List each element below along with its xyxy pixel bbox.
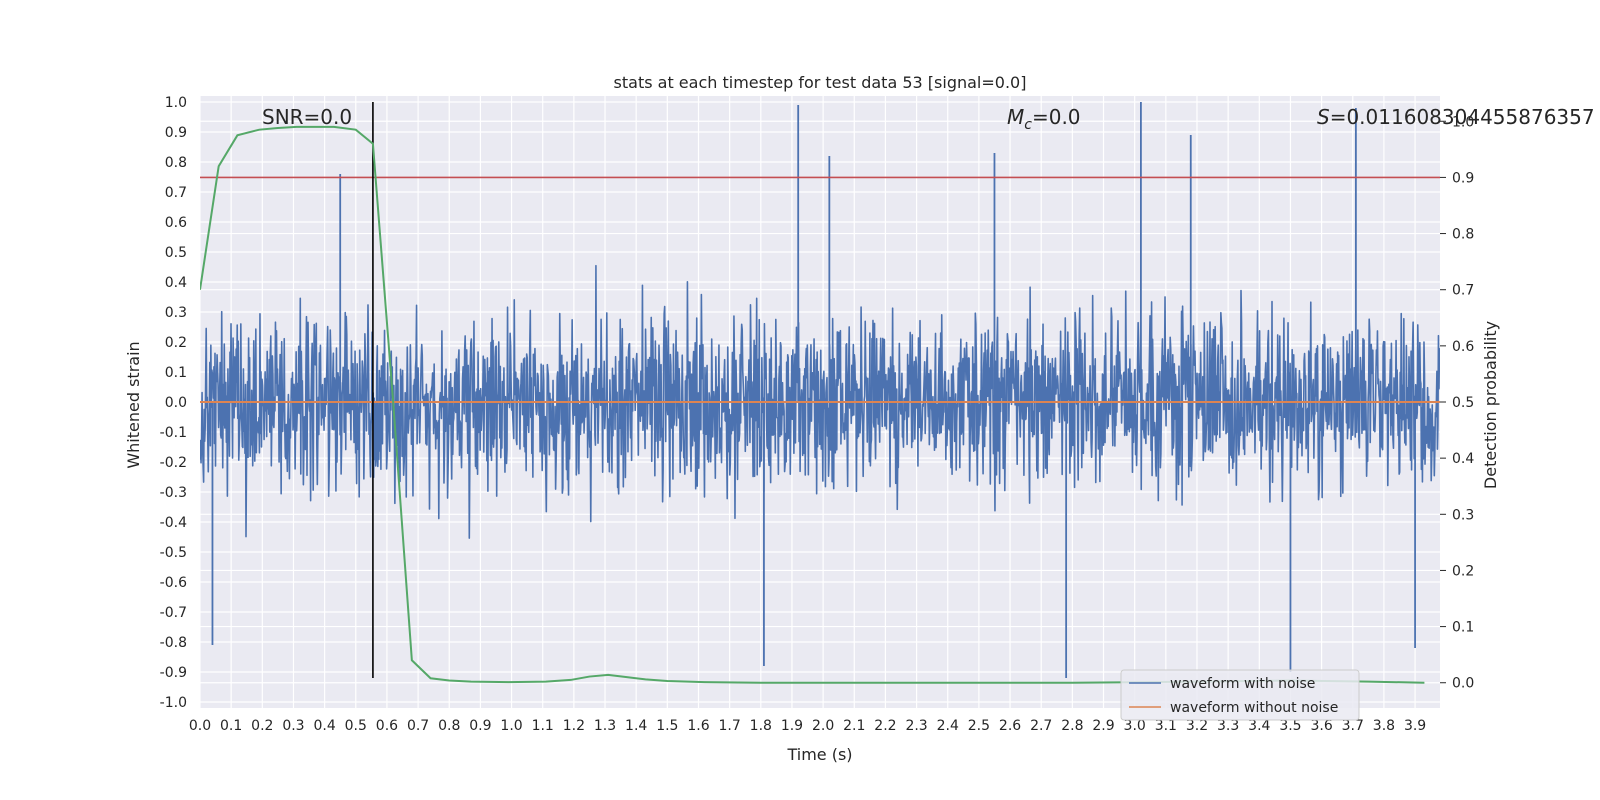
- y2-tick-label: 1.0: [1452, 114, 1474, 130]
- x-tick-label: 2.4: [937, 718, 959, 734]
- x-tick-label: 0.4: [313, 718, 335, 734]
- y-tick-label: -0.1: [160, 425, 187, 441]
- legend-label-with-noise: waveform with noise: [1170, 676, 1315, 692]
- x-tick-label: 0.9: [469, 718, 491, 734]
- y2-tick-label: 0.1: [1452, 620, 1474, 636]
- x-tick-label: 0.1: [220, 718, 242, 734]
- y2-tick-labels: 0.0 0.1 0.2 0.3 0.4 0.5 0.6 0.7 0.8 0.9 1.0: [1440, 114, 1474, 692]
- y2-tick-label: 0.8: [1452, 227, 1474, 243]
- x-tick-label: 2.6: [999, 718, 1021, 734]
- y2-tick-label: 0.7: [1452, 283, 1474, 299]
- x-tick-label: 1.8: [750, 718, 772, 734]
- x-tick-label: 2.3: [905, 718, 927, 734]
- x-tick-label: 1.7: [719, 718, 741, 734]
- legend-label-without-noise: waveform without noise: [1170, 700, 1338, 716]
- x-tick-label: 0.7: [407, 718, 429, 734]
- x-tick-label: 2.9: [1092, 718, 1114, 734]
- x-tick-label: 0.0: [189, 718, 211, 734]
- y-tick-label: 0.4: [165, 275, 187, 291]
- x-tick-label: 3.7: [1342, 718, 1364, 734]
- y2-tick-label: 0.6: [1452, 339, 1474, 355]
- x-tick-label: 3.0: [1124, 718, 1146, 734]
- chirp-mass-value: =0.0: [1032, 105, 1081, 129]
- y-tick-label: -0.5: [160, 545, 187, 561]
- y2-tick-label: 0.4: [1452, 451, 1474, 467]
- x-tick-label: 0.5: [345, 718, 367, 734]
- y-tick-label: -0.6: [160, 575, 187, 591]
- chirp-mass-annotation: Mc=0.0: [1007, 105, 1081, 133]
- x-tick-label: 3.4: [1248, 718, 1270, 734]
- y-tick-label: 0.5: [165, 245, 187, 261]
- y2-tick-label: 0.0: [1452, 676, 1474, 692]
- x-tick-label: 3.3: [1217, 718, 1239, 734]
- y-tick-label: 0.6: [165, 215, 187, 231]
- y-tick-label: 1.0: [165, 95, 187, 111]
- x-tick-label: 1.6: [687, 718, 709, 734]
- x-tick-label: 3.6: [1310, 718, 1332, 734]
- chart-title: stats at each timestep for test data 53 …: [614, 73, 1027, 92]
- snr-annotation: SNR=0.0: [262, 105, 352, 129]
- s-value: =0.011608304455876357: [1330, 105, 1595, 129]
- y2-tick-label: 0.3: [1452, 507, 1474, 523]
- y2-axis-label: Detection probability: [1481, 321, 1500, 489]
- y2-tick-label: 0.2: [1452, 563, 1474, 579]
- y2-tick-label: 0.9: [1452, 170, 1474, 186]
- x-tick-label: 0.2: [251, 718, 273, 734]
- s-annotation: S=0.011608304455876357: [1317, 105, 1595, 129]
- y-tick-label: -0.4: [160, 515, 187, 531]
- x-tick-label: 2.0: [812, 718, 834, 734]
- plot-area: [200, 102, 1440, 684]
- legend: waveform with noise waveform without noi…: [1120, 669, 1360, 721]
- x-tick-label: 2.8: [1061, 718, 1083, 734]
- y-tick-label: 0.9: [165, 125, 187, 141]
- y-tick-label: 0.2: [165, 335, 187, 351]
- x-tick-label: 1.1: [532, 718, 554, 734]
- y-tick-label: 0.7: [165, 185, 187, 201]
- x-tick-label: 3.8: [1373, 718, 1395, 734]
- y-tick-label: -0.7: [160, 605, 187, 621]
- detection-probability-line: [200, 125, 1425, 684]
- x-tick-label: 1.0: [500, 718, 522, 734]
- x-tick-label: 3.9: [1404, 718, 1426, 734]
- chirp-mass-subscript: c: [1024, 117, 1032, 133]
- waveform-with-noise-line: [200, 264, 1440, 539]
- x-tick-label: 3.2: [1186, 718, 1208, 734]
- x-tick-label: 1.2: [563, 718, 585, 734]
- y-tick-label: -1.0: [160, 695, 187, 711]
- x-tick-label: 0.6: [376, 718, 398, 734]
- y-axis-label: Whitened strain: [124, 341, 143, 468]
- x-tick-label: 2.1: [843, 718, 865, 734]
- y-tick-label: 0.1: [165, 365, 187, 381]
- legend-box: [1120, 669, 1360, 721]
- x-tick-label: 1.3: [594, 718, 616, 734]
- x-tick-label: 2.5: [968, 718, 990, 734]
- series-lines: [200, 102, 1440, 684]
- y-tick-label: -0.8: [160, 635, 187, 651]
- y-tick-label: -0.2: [160, 455, 187, 471]
- y-tick-label: -0.9: [160, 665, 187, 681]
- x-tick-label: 3.5: [1279, 718, 1301, 734]
- x-axis-label: Time (s): [786, 745, 852, 764]
- y-tick-label: -0.3: [160, 485, 187, 501]
- x-tick-label: 3.1: [1155, 718, 1177, 734]
- y-tick-label: 0.8: [165, 155, 187, 171]
- y-tick-label: 0.3: [165, 305, 187, 321]
- x-tick-label: 1.9: [781, 718, 803, 734]
- s-symbol: S: [1317, 105, 1330, 129]
- x-tick-label: 1.5: [656, 718, 678, 734]
- chirp-mass-symbol: M: [1007, 105, 1024, 129]
- y2-tick-label: 0.5: [1452, 395, 1474, 411]
- x-tick-label: 0.8: [438, 718, 460, 734]
- x-tick-label: 2.2: [874, 718, 896, 734]
- x-tick-label: 0.3: [282, 718, 304, 734]
- x-tick-label: 1.4: [625, 718, 647, 734]
- y-tick-label: 0.0: [165, 395, 187, 411]
- y-tick-labels: -1.0 -0.9 -0.8 -0.7 -0.6 -0.5 -0.4 -0.3 -0.2 -0.1…: [160, 95, 187, 711]
- series-waveform-with-noise: [200, 102, 1440, 678]
- x-tick-labels: 0.0 0.1 0.2 0.3 0.4 0.5 0.6 0.7 0.8 0.9 1.0 1.1 1.2 1…: [189, 718, 1426, 734]
- x-tick-label: 2.7: [1030, 718, 1052, 734]
